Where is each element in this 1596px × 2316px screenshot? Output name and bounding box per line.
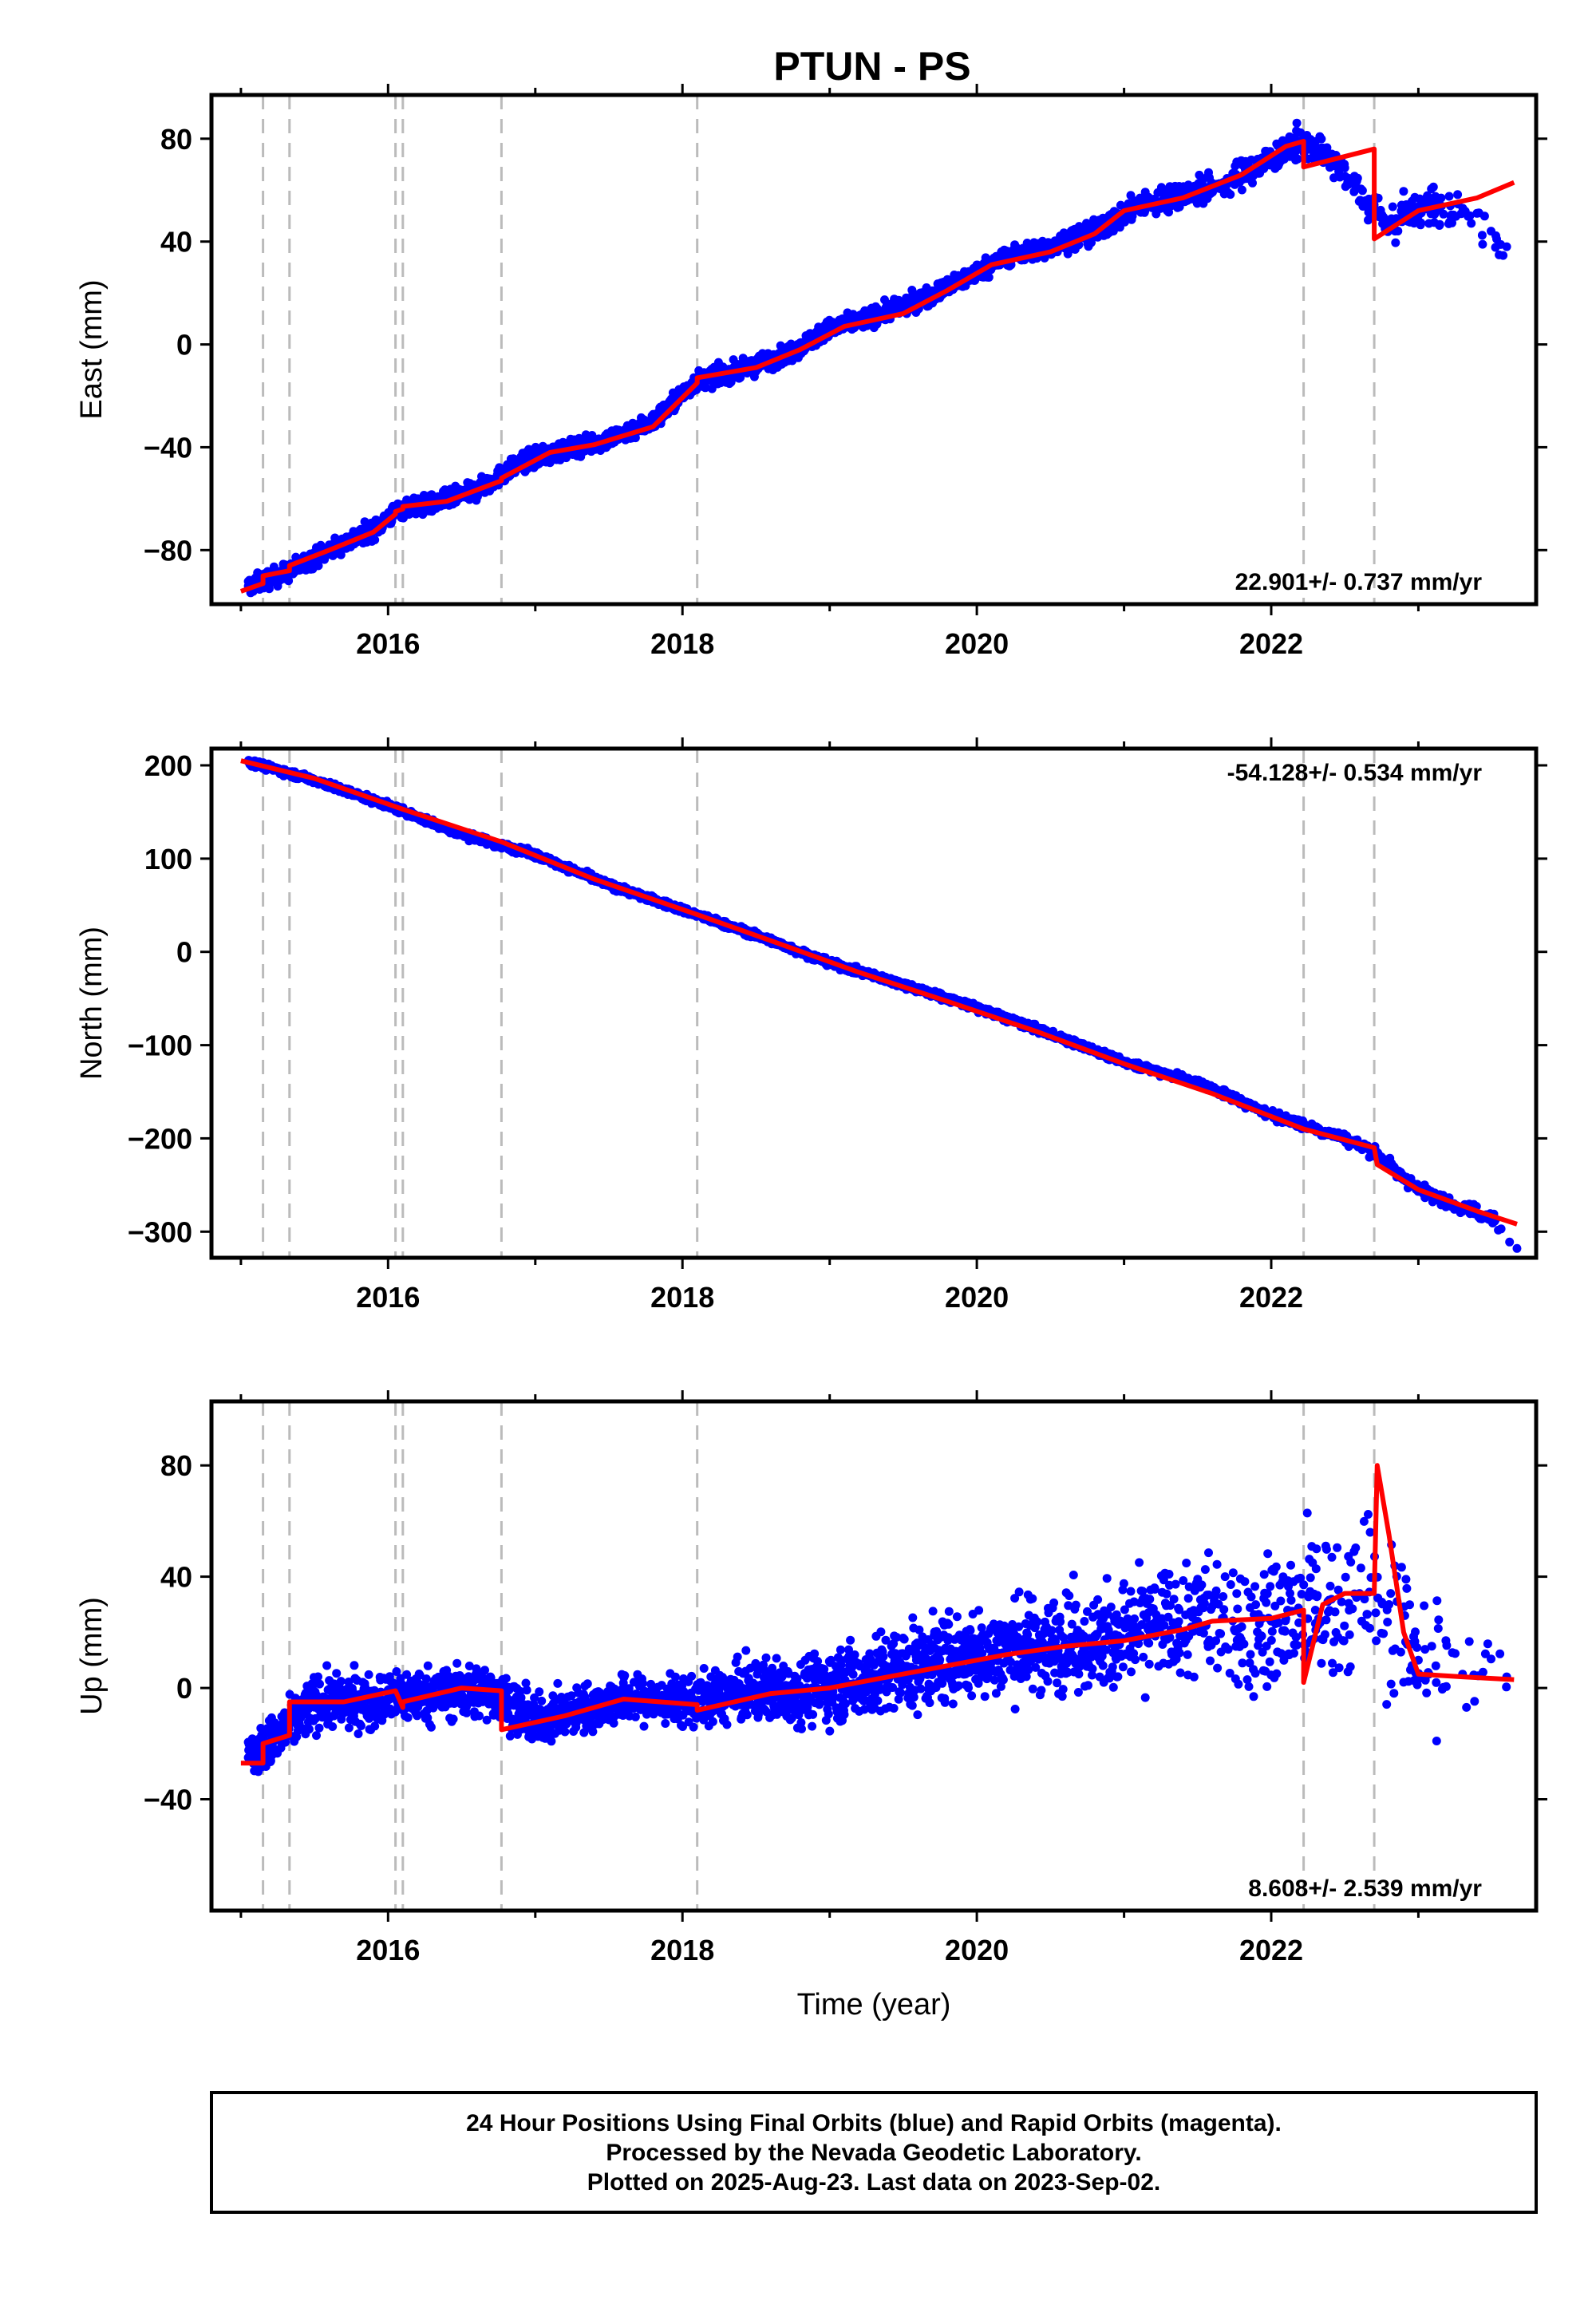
data-point — [1435, 219, 1444, 229]
data-point — [1226, 190, 1235, 200]
data-point — [1479, 211, 1489, 221]
data-point — [1293, 154, 1302, 164]
chart-title: PTUN - PS — [773, 44, 970, 89]
x-tick-label: 2022 — [1239, 627, 1303, 660]
data-point — [1357, 186, 1367, 196]
data-point — [1120, 217, 1129, 227]
y-tick-label: −80 — [144, 534, 192, 567]
model-fit-line — [239, 139, 1515, 594]
data-point — [1317, 134, 1326, 144]
plot-frame — [209, 93, 1539, 607]
data-point — [1499, 251, 1508, 260]
data-point — [284, 576, 294, 586]
data-point — [1502, 242, 1511, 251]
y-tick-label: 0 — [176, 329, 192, 362]
data-point — [1467, 219, 1476, 228]
north-panel: 2016 2018 2020 2022−300−200−1000100200North… — [75, 737, 1547, 1314]
data-point — [1388, 202, 1397, 211]
x-tick-label: 2018 — [650, 627, 714, 660]
plot-area — [239, 118, 1515, 598]
data-point — [1416, 218, 1426, 227]
data-point — [1248, 178, 1257, 188]
y-tick-label: 80 — [160, 123, 192, 156]
data-point — [370, 536, 380, 544]
plot-area — [240, 756, 1522, 1253]
east-panel: 2016 2018 2020 2022 −80 −40 0 40 80 East (mm) 22.9… — [75, 84, 1547, 660]
data-point — [1393, 227, 1403, 235]
data-point — [1333, 160, 1342, 169]
y-axis-label: East (mm) — [75, 279, 109, 419]
velocity-annotation: 22.901+/- 0.737 mm/yr — [1235, 569, 1483, 595]
data-point — [1340, 163, 1349, 172]
data-point — [1399, 187, 1408, 196]
data-point — [1391, 238, 1400, 247]
data-point — [1292, 118, 1302, 128]
data-point — [1477, 231, 1487, 240]
x-tick-label: 2016 — [356, 627, 420, 660]
data-point — [1478, 239, 1487, 249]
y-tick-label: −40 — [144, 431, 192, 464]
data-point — [1465, 211, 1475, 220]
x-tick-label: 2020 — [945, 627, 1009, 660]
y-tick-label: 40 — [160, 226, 192, 259]
data-point — [1453, 190, 1463, 200]
data-point — [1436, 193, 1446, 203]
data-point — [984, 273, 994, 282]
data-point — [1237, 185, 1246, 195]
data-point — [1428, 182, 1438, 192]
data-point — [1439, 209, 1448, 219]
data-point — [1448, 218, 1456, 227]
data-point — [1353, 173, 1362, 183]
data-point — [1444, 192, 1454, 201]
